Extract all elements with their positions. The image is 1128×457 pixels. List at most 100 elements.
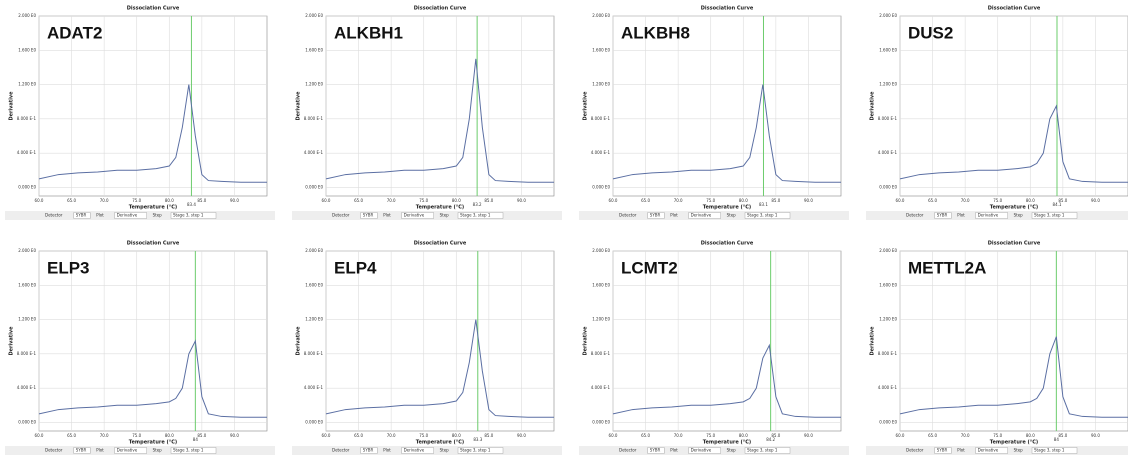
y-tick-label: 2.000 E0 [305,13,323,18]
y-tick-label: 1.200 E0 [305,317,323,322]
y-tick-label: 2.000 E0 [592,13,610,18]
x-tick-label: 70.0 [387,198,396,203]
x-tick-label: 70.0 [961,433,970,438]
x-tick-label: 60.0 [609,433,618,438]
x-tick-label: 70.0 [961,198,970,203]
melt-curve [325,319,554,418]
x-tick-label: 85.0 [771,198,780,203]
dropdown [170,212,217,219]
x-tick-label: 90.0 [230,433,239,438]
y-tick-label: 1.600 E0 [18,282,36,287]
y-tick-label: 1.200 E0 [18,82,36,87]
x-tick-label: 80.0 [452,198,461,203]
dropdown-value: Stage 3, step 1 [460,448,491,453]
y-tick-label: 8.000 E-1 [304,116,324,121]
x-tick-label: 90.0 [517,198,526,203]
control-label: Step [153,213,163,218]
dropdown [934,447,952,454]
x-tick-label: 85.0 [484,198,493,203]
melt-curve [38,84,267,183]
x-tick-label: 80.0 [452,433,461,438]
control-label: Detector [332,448,350,453]
plot-area [38,250,268,432]
dropdown-value: Derivative [404,448,425,453]
dropdown [73,447,91,454]
dropdown-value: Stage 3, step 1 [173,213,204,218]
dropdown-value: SYBR [937,213,948,218]
x-tick-label: 85.0 [771,433,780,438]
control-label: Step [727,213,737,218]
x-tick-label: 75.0 [132,198,141,203]
x-tick-label: 65.0 [354,198,363,203]
x-tick-label: 70.0 [387,433,396,438]
dropdown-value: Stage 3, step 1 [747,213,778,218]
y-tick-label: 1.600 E0 [879,282,897,287]
dropdown-value: Derivative [691,448,712,453]
gene-label: ELP4 [334,258,377,277]
y-tick-label: 1.600 E0 [879,47,897,52]
dropdown [170,447,217,454]
y-tick-label: 0.000 E0 [879,419,897,424]
dropdown-value: SYBR [363,213,374,218]
marker-label: 83.4 [187,202,196,207]
x-axis-label: Temperature (°C) [416,440,464,446]
x-tick-label: 75.0 [993,198,1002,203]
melt-curve [612,343,841,418]
x-axis-label: Temperature (°C) [129,440,177,446]
y-tick-label: 4.000 E-1 [17,385,37,390]
melt-curve [899,104,1128,183]
melt-curve [899,336,1128,418]
plot-area [325,15,555,197]
gene-label: DUS2 [908,23,953,42]
dropdown [457,447,504,454]
y-tick-label: 1.600 E0 [305,282,323,287]
marker-label: 84 [193,437,199,442]
control-label: Step [1014,213,1024,218]
melt-curve [325,58,554,183]
y-axis-label: Derivative [9,326,15,356]
y-tick-label: 4.000 E-1 [591,150,611,155]
x-tick-label: 85.0 [197,198,206,203]
panel: 0.000 E0 4.000 E-1 8.000 E-1 1.200 E0 1.600 … [866,6,1128,220]
dropdown-value: Derivative [691,213,712,218]
y-tick-label: 0.000 E0 [18,419,36,424]
panel: 0.000 E0 4.000 E-1 8.000 E-1 1.200 E0 1.600 … [579,241,849,455]
plot-area [325,250,555,432]
x-tick-label: 60.0 [35,198,44,203]
chart-title: Dissociation Curve [701,241,754,247]
x-tick-label: 80.0 [165,198,174,203]
y-tick-label: 8.000 E-1 [17,351,37,356]
x-tick-label: 60.0 [322,433,331,438]
dropdown-value: Stage 3, step 1 [460,213,491,218]
dropdown [360,212,378,219]
dropdown-value: SYBR [650,448,661,453]
dropdown [73,212,91,219]
control-label: Step [727,448,737,453]
y-tick-label: 0.000 E0 [592,419,610,424]
x-tick-label: 60.0 [322,198,331,203]
x-tick-label: 65.0 [67,198,76,203]
gene-label: ELP3 [47,258,90,277]
x-tick-label: 60.0 [609,198,618,203]
y-tick-label: 4.000 E-1 [304,150,324,155]
x-tick-label: 75.0 [419,198,428,203]
y-tick-label: 1.600 E0 [18,47,36,52]
x-tick-label: 90.0 [1091,198,1100,203]
y-tick-label: 0.000 E0 [879,184,897,189]
x-tick-label: 65.0 [928,433,937,438]
dropdown [975,447,1008,454]
y-tick-label: 1.600 E0 [305,47,323,52]
control-label: Plot [957,448,965,453]
x-tick-label: 90.0 [1091,433,1100,438]
dropdown [457,212,504,219]
dropdown [975,212,1008,219]
dropdown-value: SYBR [937,448,948,453]
y-axis-label: Derivative [870,91,876,121]
y-tick-label: 1.600 E0 [592,47,610,52]
chart-title: Dissociation Curve [701,6,754,12]
control-label: Plot [383,448,391,453]
x-tick-label: 75.0 [132,433,141,438]
panel: 0.000 E0 4.000 E-1 8.000 E-1 1.200 E0 1.600 … [579,6,849,220]
x-tick-label: 90.0 [230,198,239,203]
x-tick-label: 85.0 [1058,433,1067,438]
